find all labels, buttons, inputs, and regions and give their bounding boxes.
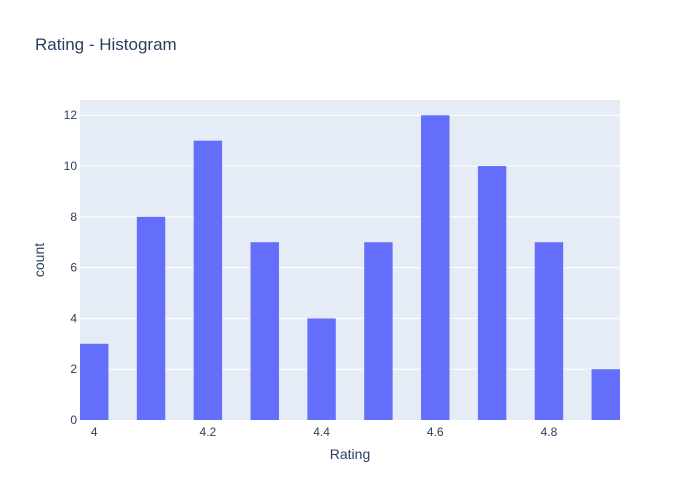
histogram-bar [421,115,450,420]
histogram-bar [534,242,564,420]
y-tick-label: 12 [64,108,78,122]
y-tick-label: 6 [70,261,77,275]
y-axis-title: count [31,243,47,277]
histogram-bar [80,343,109,420]
y-tick-label: 0 [70,413,77,427]
histogram-bar [193,140,223,420]
y-tick-label: 8 [70,210,77,224]
histogram-bar [250,242,279,420]
x-axis-title: Rating [330,446,370,462]
chart-title: Rating - Histogram [35,35,177,54]
y-tick-label: 4 [70,311,77,325]
plot-background [80,100,620,420]
grid-lines [80,114,620,370]
histogram-bar [307,318,336,420]
y-tick-label: 2 [70,362,77,376]
histogram-bar [136,216,166,420]
histogram-bar [364,242,393,420]
x-tick-label: 4 [91,425,98,439]
histogram-bar [591,369,620,420]
x-tick-label: 4.2 [200,425,217,439]
bars [80,115,620,420]
x-axis-ticks: 4 4.2 4.4 4.6 4.8 [91,425,558,439]
histogram-bar [477,166,507,420]
x-tick-label: 4.8 [541,425,558,439]
x-tick-label: 4.4 [313,425,330,439]
y-axis-ticks: 0 2 4 6 8 10 12 [64,108,78,427]
x-tick-label: 4.6 [427,425,444,439]
y-tick-label: 10 [64,159,78,173]
